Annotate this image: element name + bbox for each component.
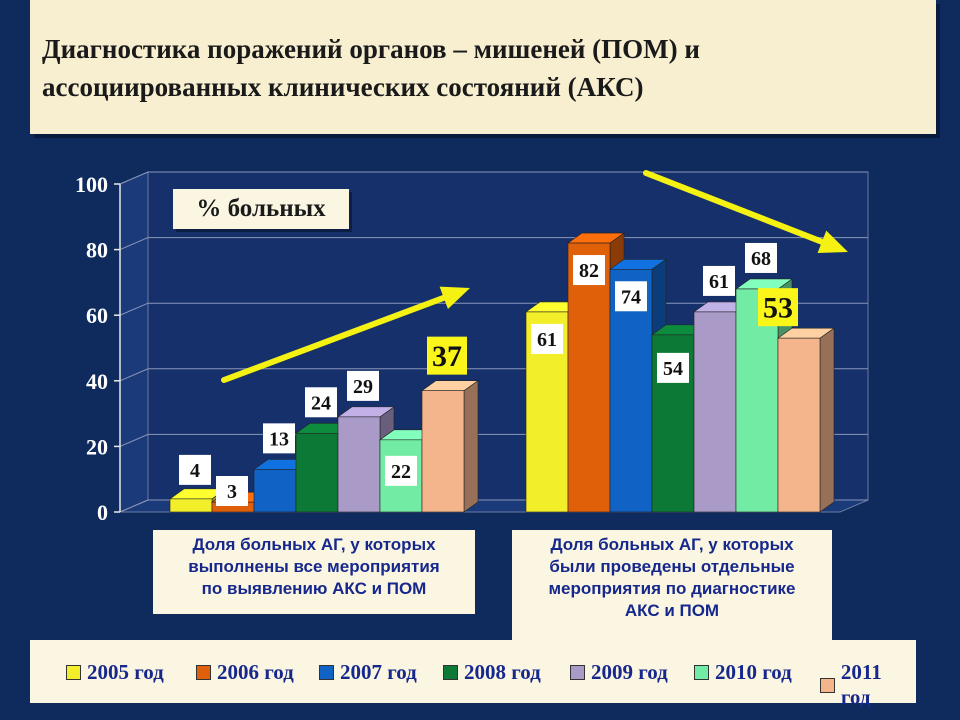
data-label: 3	[216, 476, 248, 506]
y-tick-label: 80	[86, 238, 108, 263]
data-label: 53	[758, 288, 798, 327]
legend-item: 2009 год	[570, 660, 668, 685]
legend-item: 2005 год	[66, 660, 164, 685]
trend-arrow-up-icon	[221, 286, 470, 383]
data-label: 13	[263, 423, 295, 454]
gridline	[119, 171, 868, 185]
plot-side-wall	[119, 171, 149, 513]
data-label: 37	[427, 336, 467, 375]
legend-label: 2007 год	[340, 660, 417, 684]
svg-text:54: 54	[663, 358, 683, 380]
svg-text:3: 3	[227, 481, 237, 503]
category-label-1-line: Доля больных АГ, у которых	[192, 535, 436, 554]
category-label-2-line: Доля больных АГ, у которых	[550, 535, 794, 554]
legend-item: 2010 год	[694, 660, 792, 685]
legend-item: 2007 год	[319, 660, 417, 685]
svg-text:74: 74	[621, 286, 641, 308]
data-label: 61	[531, 323, 563, 354]
gridline	[119, 237, 868, 251]
y-tick-label: 20	[86, 434, 108, 459]
legend-label: 2009 год	[591, 660, 668, 684]
data-label: 22	[385, 455, 417, 486]
svg-text:61: 61	[537, 329, 557, 351]
svg-text:4: 4	[190, 460, 200, 482]
legend-swatch	[820, 677, 835, 693]
legend-item: 2008 год	[443, 660, 541, 685]
title-line-1: Диагностика поражений органов – мишеней …	[42, 34, 700, 64]
trend-arrow-down-icon	[643, 170, 848, 253]
unit-label: % больных	[173, 189, 349, 229]
category-label-2-line: были проведены отдельные	[549, 557, 795, 576]
svg-text:37: 37	[432, 340, 462, 373]
legend-item: 2011 год	[820, 660, 916, 710]
legend-label: 2011 год	[840, 660, 882, 709]
svg-text:24: 24	[311, 392, 331, 414]
category-label-2-line: АКС и ПОМ	[624, 601, 720, 620]
title-line-2: ассоциированных клинических состояний (А…	[42, 72, 644, 102]
bar	[777, 327, 835, 513]
svg-text:29: 29	[353, 376, 373, 398]
legend-swatch	[443, 665, 458, 680]
category-label-1-line: выполнены все мероприятия	[188, 557, 440, 576]
data-label: 68	[745, 242, 777, 273]
data-label: 61	[703, 265, 735, 296]
y-tick-label: 60	[86, 303, 108, 328]
y-tick-label: 0	[97, 500, 108, 525]
data-label: 4	[179, 454, 211, 485]
legend-swatch	[694, 665, 709, 680]
category-label-2-line: мероприятия по диагностике	[548, 579, 796, 598]
svg-text:13: 13	[269, 428, 289, 450]
legend-swatch	[196, 665, 211, 680]
legend-item: 2006 год	[196, 660, 294, 685]
data-label: 74	[615, 281, 647, 312]
svg-text:82: 82	[579, 260, 599, 282]
category-label-2: Доля больных АГ, у которых были проведен…	[512, 530, 832, 640]
category-label-1: Доля больных АГ, у которых выполнены все…	[153, 530, 475, 614]
legend-label: 2006 год	[217, 660, 294, 684]
svg-text:68: 68	[751, 248, 771, 270]
y-tick-label: 40	[86, 369, 108, 394]
legend-swatch	[66, 665, 81, 680]
legend-swatch	[570, 665, 585, 680]
svg-text:53: 53	[763, 292, 793, 325]
bar	[421, 380, 479, 513]
data-label: 29	[347, 370, 379, 401]
legend-label: 2010 год	[715, 660, 792, 684]
y-tick-label: 100	[75, 172, 108, 197]
data-label: 24	[305, 387, 337, 418]
data-label: 82	[573, 255, 605, 286]
legend-swatch	[319, 665, 334, 680]
category-label-1-line: по выявлению АКС и ПОМ	[201, 579, 427, 598]
legend-label: 2008 год	[464, 660, 541, 684]
svg-text:61: 61	[709, 271, 729, 293]
legend-label: 2005 год	[87, 660, 164, 684]
page-title: Диагностика поражений органов – мишеней …	[42, 30, 922, 106]
title-panel: Диагностика поражений органов – мишеней …	[30, 0, 936, 134]
svg-text:22: 22	[391, 461, 411, 483]
legend: 2005 год 2006 год 2007 год 2008 год 2009 год…	[30, 640, 916, 709]
data-label: 54	[657, 352, 689, 383]
